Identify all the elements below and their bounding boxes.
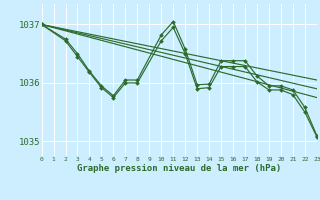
X-axis label: Graphe pression niveau de la mer (hPa): Graphe pression niveau de la mer (hPa) — [77, 164, 281, 173]
